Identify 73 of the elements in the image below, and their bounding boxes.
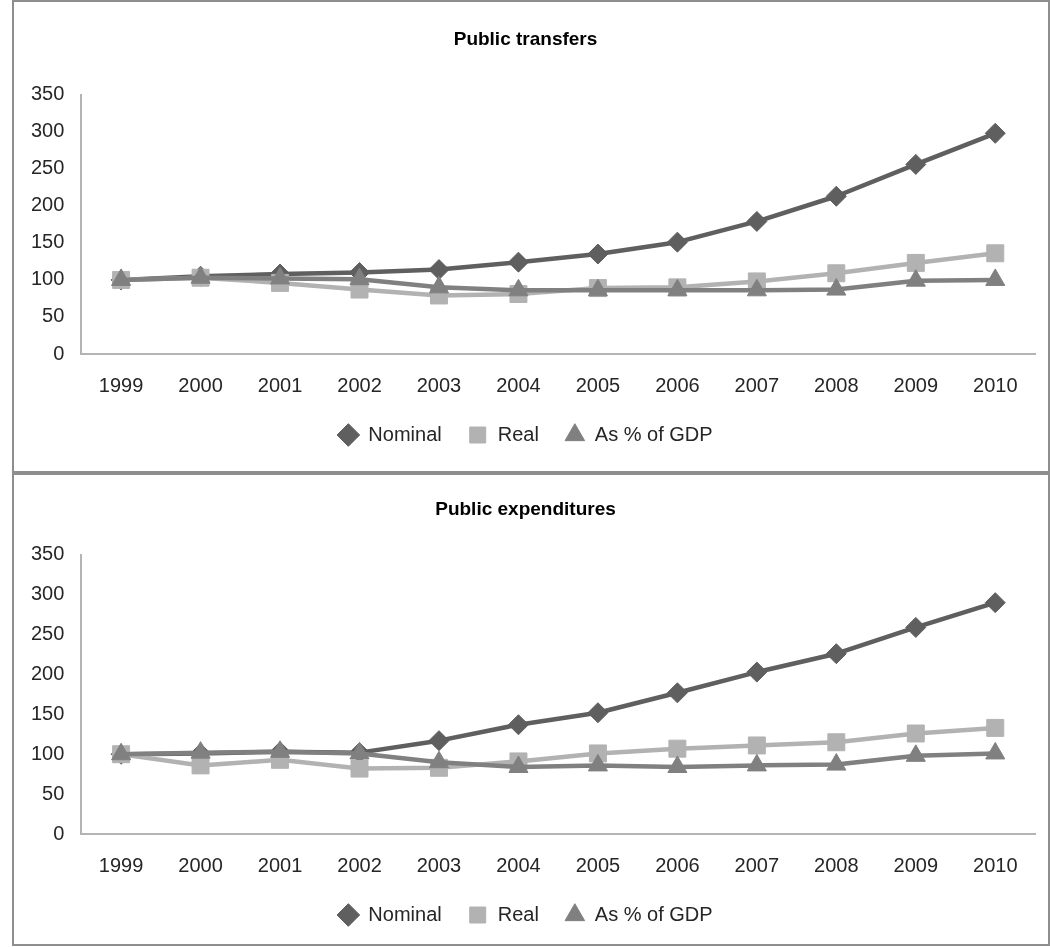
legend-label: Nominal: [368, 902, 442, 925]
chart-title: Public expenditures: [435, 497, 616, 519]
point: [827, 733, 846, 752]
x-tick-label: 2008: [814, 373, 859, 396]
point: [984, 592, 1006, 614]
point: [587, 243, 609, 265]
x-tick-label: 2001: [257, 373, 303, 396]
y-tick-label: 0: [53, 821, 65, 844]
x-tick-label: 2001: [257, 853, 303, 876]
x-tick-label: 1999: [98, 853, 144, 876]
y-tick-label: 0: [53, 341, 65, 364]
y-tick-label: 100: [30, 267, 65, 290]
y-tick-label: 300: [30, 119, 65, 142]
y-tick-label: 50: [42, 781, 65, 804]
point: [906, 724, 925, 743]
legend-label: Nominal: [368, 422, 442, 445]
point: [507, 251, 529, 273]
y-tick-label: 300: [30, 582, 65, 605]
legend-label: As % of GDP: [594, 902, 713, 925]
x-tick-label: 2002: [337, 373, 382, 396]
point: [906, 253, 925, 272]
y-tick-label: 50: [42, 304, 65, 327]
point: [905, 153, 927, 175]
point: [746, 210, 768, 232]
y-tick-label: 100: [30, 741, 65, 764]
point: [746, 661, 768, 683]
y-tick-label: 350: [30, 82, 65, 105]
point: [905, 616, 927, 638]
point: [825, 643, 847, 665]
y-tick-label: 150: [30, 701, 65, 724]
x-tick-label: 2009: [893, 373, 939, 396]
x-tick-label: 2006: [655, 373, 700, 396]
x-tick-label: 2010: [973, 853, 1018, 876]
y-tick-label: 250: [30, 622, 65, 645]
point: [428, 259, 450, 281]
x-tick-label: 2008: [814, 853, 859, 876]
point: [984, 122, 1006, 144]
legend-label: As % of GDP: [594, 422, 713, 445]
chart-title: Public transfers: [453, 27, 598, 49]
y-tick-label: 150: [30, 230, 65, 253]
x-tick-label: 2006: [655, 853, 700, 876]
x-tick-label: 2010: [973, 373, 1018, 396]
x-tick-label: 2000: [178, 853, 223, 876]
x-tick-label: 2000: [178, 373, 223, 396]
point: [666, 231, 688, 253]
legend-label: Real: [497, 902, 539, 925]
legend-label: Real: [497, 422, 539, 445]
x-tick-label: 2005: [575, 853, 621, 876]
x-tick-label: 2005: [575, 373, 621, 396]
point: [428, 730, 450, 752]
point: [986, 244, 1005, 263]
x-tick-label: 1999: [98, 373, 144, 396]
x-tick-label: 2002: [337, 853, 382, 876]
point: [666, 682, 688, 704]
y-tick-label: 200: [30, 193, 65, 216]
point: [668, 739, 687, 758]
y-tick-label: 350: [30, 542, 65, 565]
y-tick-label: 200: [30, 661, 65, 684]
point: [986, 718, 1005, 737]
x-tick-label: 2004: [496, 373, 541, 396]
x-tick-label: 2007: [734, 853, 780, 876]
point: [507, 714, 529, 736]
x-tick-label: 2007: [734, 373, 780, 396]
y-tick-label: 250: [30, 156, 65, 179]
point: [747, 736, 766, 755]
x-tick-label: 2004: [496, 853, 541, 876]
point: [827, 264, 846, 283]
x-tick-label: 2003: [416, 853, 462, 876]
point: [587, 702, 609, 724]
point: [825, 185, 847, 207]
x-tick-label: 2009: [893, 853, 939, 876]
point: [350, 759, 369, 778]
x-tick-label: 2003: [416, 373, 462, 396]
